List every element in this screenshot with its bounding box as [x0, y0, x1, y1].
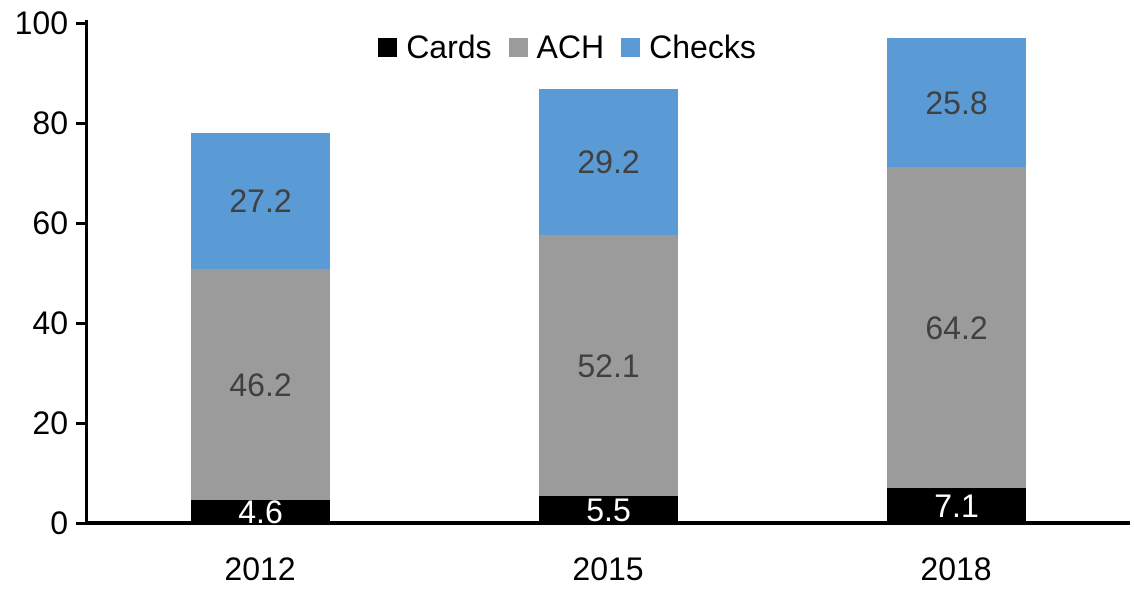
- bar-segment-checks-2018: 25.8: [887, 38, 1026, 167]
- legend-item: ACH: [508, 28, 605, 66]
- bar-value-label: 5.5: [586, 492, 631, 528]
- legend-item: Checks: [621, 28, 756, 66]
- legend-label: Cards: [406, 29, 492, 65]
- bar-segment-cards-2012: 4.6: [191, 496, 330, 528]
- legend-label: Checks: [649, 29, 756, 65]
- y-tick-label: 20: [32, 405, 68, 441]
- y-tick-mark: [76, 422, 85, 425]
- bar-segment-ach-2018: 64.2: [887, 167, 1026, 488]
- bar-value-label: 46.2: [229, 366, 292, 403]
- bar-value-label: 64.2: [925, 309, 988, 346]
- bar-value-label: 7.1: [934, 488, 979, 524]
- y-tick-label: 60: [32, 205, 68, 241]
- y-tick-label: 0: [50, 505, 68, 541]
- y-tick-mark: [76, 222, 85, 225]
- y-axis-line: [85, 20, 88, 525]
- bar-segment-checks-2015: 29.2: [539, 89, 678, 235]
- bar-value-label: 29.2: [577, 144, 640, 180]
- bar-segment-cards-2015: 5.5: [539, 492, 678, 528]
- bar-value-label: 52.1: [577, 347, 640, 384]
- bar-value-label: 4.6: [238, 493, 283, 530]
- x-axis-label: 2018: [920, 551, 992, 587]
- y-tick-mark: [76, 22, 85, 25]
- y-tick-mark: [76, 122, 85, 125]
- bar-segment-checks-2012: 27.2: [191, 133, 330, 269]
- y-tick-label: 80: [32, 105, 68, 141]
- legend-swatch-checks: [621, 37, 641, 57]
- x-axis-label: 2012: [224, 551, 296, 587]
- x-axis-label: 2015: [572, 551, 644, 587]
- chart-legend: Cards ACH Checks: [0, 28, 1134, 66]
- bar-segment-cards-2018: 7.1: [887, 488, 1026, 524]
- y-tick-mark: [76, 322, 85, 325]
- bar-value-label: 25.8: [925, 84, 988, 121]
- legend-label: ACH: [536, 29, 605, 65]
- legend-item: Cards: [378, 28, 492, 66]
- legend-swatch-cards: [378, 37, 398, 57]
- legend-swatch-ach: [508, 37, 528, 57]
- bar-value-label: 27.2: [229, 183, 292, 219]
- y-tick-mark: [76, 522, 85, 525]
- bar-segment-ach-2015: 52.1: [539, 235, 678, 496]
- y-tick-label: 40: [32, 305, 68, 341]
- y-tick-label: 100: [14, 5, 68, 41]
- bar-segment-ach-2012: 46.2: [191, 269, 330, 500]
